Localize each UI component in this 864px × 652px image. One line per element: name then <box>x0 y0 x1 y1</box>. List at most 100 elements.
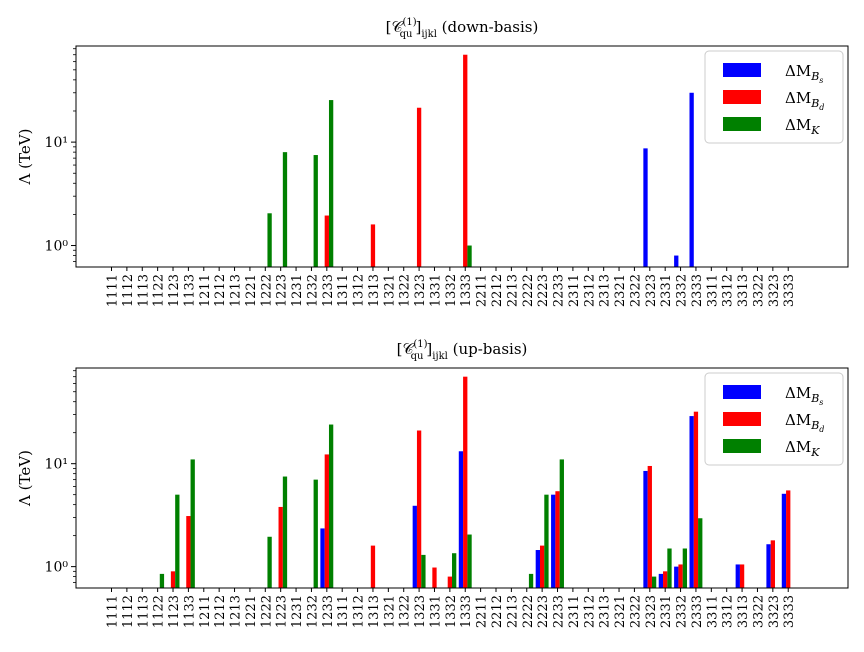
x-tick-label: 1112 <box>121 274 136 307</box>
x-tick-label: 3312 <box>721 595 736 628</box>
bar-1123-MK <box>175 494 180 588</box>
bar-1233-MBd <box>324 215 329 267</box>
bar-1133-MBd <box>186 516 191 588</box>
x-tick-label: 1232 <box>305 274 320 307</box>
x-tick-label: 2312 <box>582 274 597 307</box>
bar-3323-MBs <box>766 544 771 588</box>
x-tick-label: 2333 <box>690 274 705 307</box>
bar-1232-MK <box>313 479 318 588</box>
bar-1332-MK <box>452 553 457 588</box>
bar-1323-MBd <box>416 430 422 588</box>
x-tick-label: 1113 <box>136 274 151 307</box>
x-tick-label: 2331 <box>659 274 674 307</box>
bar-2233-MK <box>559 459 564 588</box>
x-tick-label: 1322 <box>398 595 413 628</box>
x-tick-label: 2332 <box>675 274 690 307</box>
bar-2323-MBd <box>647 465 652 588</box>
x-tick-label: 1231 <box>290 595 305 628</box>
bar-2332-MBs <box>674 255 679 267</box>
x-tick-label: 1111 <box>106 595 121 628</box>
x-tick-label: 2233 <box>552 274 567 307</box>
x-tick-label: 1112 <box>121 595 136 628</box>
x-tick-label: 2321 <box>613 274 628 307</box>
bar-3313-MBs <box>735 564 740 588</box>
bar-2333-MK <box>698 518 703 588</box>
x-tick-label: 3312 <box>721 274 736 307</box>
x-tick-label: 2211 <box>475 274 490 307</box>
bar-3323-MBd <box>770 540 775 588</box>
bar-1133-MK <box>190 459 195 588</box>
bar-1233-MBd <box>324 454 329 588</box>
x-tick-label: 1312 <box>352 595 367 628</box>
bar-1122-MK <box>159 573 165 588</box>
x-tick-label: 1222 <box>259 595 274 628</box>
bar-1323-MK <box>421 554 426 588</box>
x-tick-label: 1311 <box>336 274 351 307</box>
bar-1332-MBd <box>447 576 453 588</box>
bar-2331-MBd <box>663 571 668 588</box>
bar-2233-MBs <box>551 494 556 588</box>
x-tick-label: 3313 <box>736 595 751 628</box>
bar-2333-MBs <box>689 92 694 268</box>
legend-swatch <box>723 90 761 104</box>
bar-1333-MK <box>467 245 472 267</box>
x-tick-label: 1232 <box>305 595 320 628</box>
x-tick-label: 1111 <box>106 274 121 307</box>
x-tick-label: 2321 <box>613 595 628 628</box>
x-tick-label: 1123 <box>167 274 182 307</box>
bar-1331-MBd <box>432 567 437 588</box>
x-tick-label: 2211 <box>475 595 490 628</box>
x-tick-label: 2212 <box>490 274 505 307</box>
x-tick-label: 3311 <box>705 274 720 307</box>
legend: ΔMBs ΔMBd ΔMK <box>704 372 844 466</box>
legend-swatch <box>723 412 761 426</box>
legend: ΔMBs ΔMBd ΔMK <box>704 50 844 144</box>
bar-1223-MK <box>282 476 288 588</box>
y-tick-label: 10¹ <box>45 135 68 151</box>
x-tick-label: 1312 <box>352 274 367 307</box>
x-tick-label: 2223 <box>536 274 551 307</box>
x-tick-label: 1123 <box>167 595 182 628</box>
x-tick-label: 1323 <box>413 595 428 628</box>
x-tick-label: 1321 <box>382 274 397 307</box>
x-tick-label: 3323 <box>767 274 782 307</box>
x-tick-label: 1122 <box>152 274 167 307</box>
bar-2233-MBd <box>555 491 560 588</box>
x-tick-label: 1133 <box>182 274 197 307</box>
bar-1313-MBd <box>370 224 376 267</box>
x-tick-label: 2233 <box>552 595 567 628</box>
y-tick-label: 10⁰ <box>45 560 69 576</box>
bar-1333-MK <box>467 534 472 588</box>
x-tick-label: 1223 <box>275 595 290 628</box>
legend-swatch <box>723 439 761 453</box>
x-tick-label: 1333 <box>459 595 474 628</box>
bar-2331-MK <box>667 548 672 588</box>
chart-panel-1: [𝒞(1) qu]ijkl (down-basis) Λ (TeV) 10⁰ 10¹ 11… <box>16 17 849 307</box>
legend-label: ΔMBs <box>785 62 823 85</box>
x-tick-label: 1211 <box>198 595 213 628</box>
bar-2332-MK <box>682 548 688 588</box>
x-tick-label: 3313 <box>736 274 751 307</box>
bar-1233-MK <box>328 100 334 267</box>
legend-label: ΔMK <box>785 116 820 137</box>
x-tick-label: 2222 <box>521 595 536 628</box>
bar-3313-MBd <box>739 564 745 588</box>
bar-2223-MBs <box>535 550 540 588</box>
x-tick-label: 3333 <box>782 595 797 628</box>
x-tick-label: 3322 <box>751 274 766 307</box>
bar-2323-MBs <box>643 148 648 267</box>
x-tick-label: 2323 <box>644 595 659 628</box>
legend-swatch <box>723 63 761 77</box>
x-tick-label: 1332 <box>444 595 459 628</box>
bar-2223-MK <box>544 494 549 588</box>
x-tick-label: 2322 <box>628 274 643 307</box>
bar-1233-MK <box>328 424 334 588</box>
bar-1222-MK <box>267 213 272 267</box>
bar-2333-MBs <box>689 416 694 588</box>
x-tick-label: 1332 <box>444 274 459 307</box>
x-tick-label: 3311 <box>705 595 720 628</box>
bar-3333-MBd <box>786 490 791 588</box>
x-tick-label: 1321 <box>382 595 397 628</box>
bar-1223-MBd <box>278 506 283 588</box>
